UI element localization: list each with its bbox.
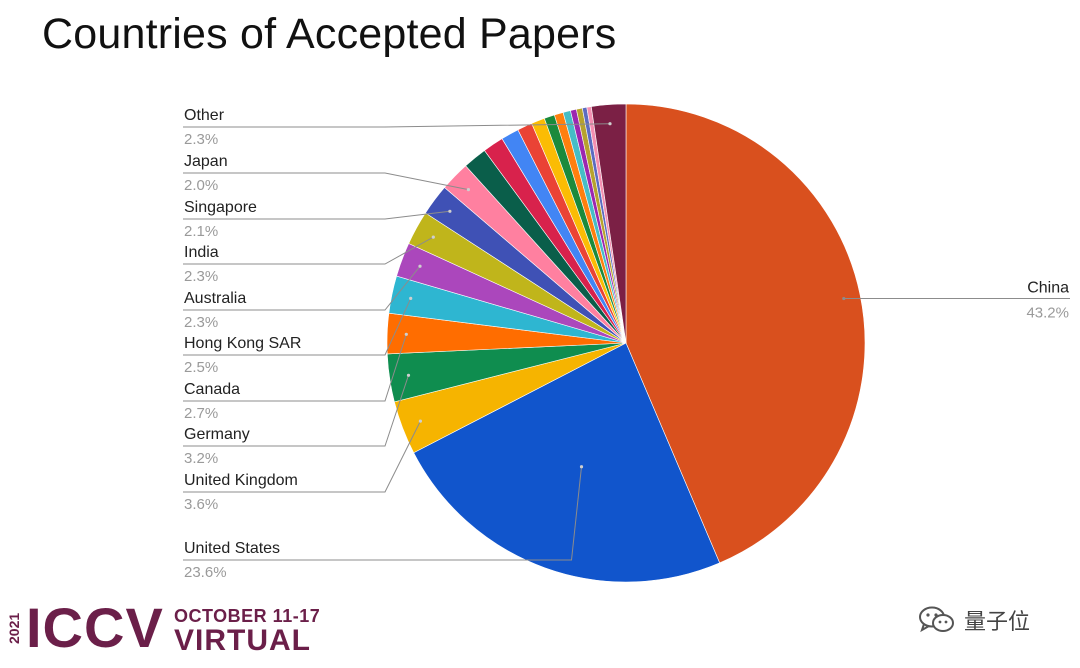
pie-slice-other (590, 103, 627, 344)
iccv-logo: 2021 ICCV OCTOBER 11-17 VIRTUAL (4, 596, 324, 659)
slice-pct-united-states: 23.6% (184, 564, 227, 581)
slice-label-other: Other (184, 107, 225, 124)
slice-pct-japan: 2.0% (184, 177, 218, 194)
leader-lines (183, 122, 1070, 561)
slice-pct-singapore: 2.1% (184, 223, 218, 240)
slice-pct-china: 43.2% (1026, 305, 1069, 322)
logo-year: 2021 (6, 612, 22, 644)
pie-slice-china (625, 103, 866, 564)
leader-line-hong-kong-sar (183, 298, 412, 356)
watermark: 量子位 (918, 602, 1068, 638)
pie-slices (386, 103, 866, 583)
logo-mode: VIRTUAL (174, 624, 311, 657)
leader-dot-germany (406, 373, 411, 377)
slice-label-china: China (1027, 280, 1069, 297)
slice-label-australia: Australia (184, 290, 246, 307)
slice-label-canada: Canada (184, 381, 240, 398)
leader-dot-other (608, 122, 612, 126)
leader-line-canada (183, 334, 407, 402)
leader-line-germany (183, 375, 409, 447)
logo-dates: OCTOBER 11-17 (174, 606, 321, 626)
leader-dot-united-states (579, 465, 584, 469)
leader-dot-canada (404, 332, 408, 336)
watermark-text: 量子位 (964, 610, 1031, 635)
slice-pct-india: 2.3% (184, 268, 218, 285)
leader-line-other (183, 123, 611, 128)
logo-name: ICCV (26, 596, 164, 659)
slice-pct-united-kingdom: 3.6% (184, 496, 218, 513)
slice-label-united-states: United States (184, 540, 280, 557)
leader-dot-india (431, 235, 435, 239)
leader-line-united-kingdom (183, 420, 421, 493)
slice-pct-hong-kong-sar: 2.5% (184, 359, 218, 376)
pie-slice-united-states (413, 342, 721, 583)
slice-pct-germany: 3.2% (184, 450, 218, 467)
leader-dot-japan (466, 188, 470, 192)
leader-line-japan (183, 172, 469, 191)
page-title: Countries of Accepted Papers (42, 10, 617, 58)
leader-line-singapore (183, 210, 450, 220)
wechat-icon (919, 606, 954, 633)
leader-dot-australia (418, 264, 422, 268)
slice-label-india: India (184, 244, 219, 261)
leader-dot-china (842, 296, 846, 301)
slice-label-singapore: Singapore (184, 199, 257, 216)
leader-dot-united-kingdom (418, 419, 422, 423)
slice-pct-australia: 2.3% (184, 314, 218, 331)
slice-pct-canada: 2.7% (184, 405, 218, 422)
slice-label-japan: Japan (184, 153, 228, 170)
leader-dot-singapore (448, 209, 452, 213)
pie-chart: China 43.2% United States 23.6% United Kingd… (183, 103, 1070, 583)
leader-line-india (183, 236, 434, 265)
slice-label-hong-kong-sar: Hong Kong SAR (184, 335, 301, 352)
slice-pct-other: 2.3% (184, 131, 218, 148)
slice-labels: China 43.2% United States 23.6% United Kingd… (184, 107, 1069, 581)
leader-line-australia (183, 265, 421, 311)
leader-line-united-states (183, 466, 582, 561)
slice-label-united-kingdom: United Kingdom (184, 472, 298, 489)
slice-label-germany: Germany (184, 426, 250, 443)
leader-dot-hong-kong-sar (409, 296, 413, 300)
